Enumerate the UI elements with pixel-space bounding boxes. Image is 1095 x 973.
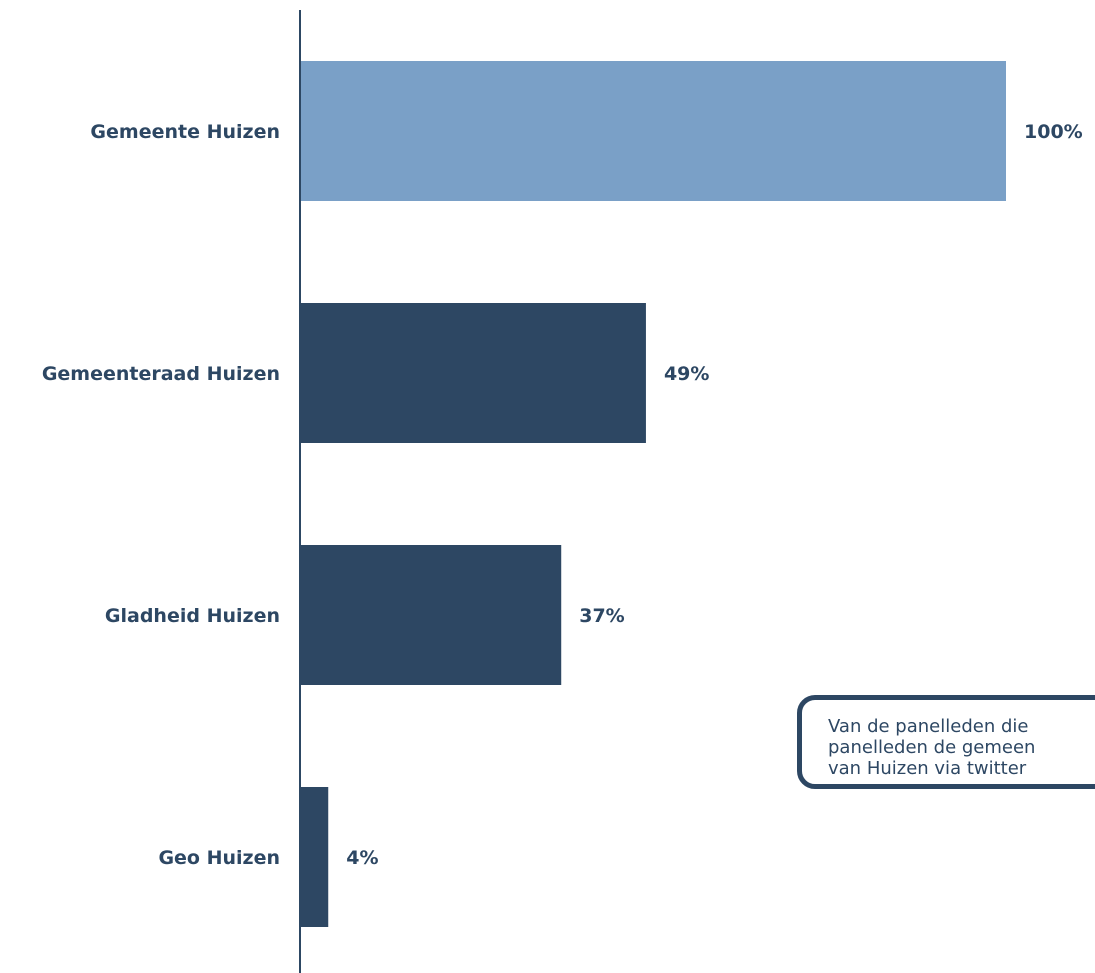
callout-line-2: panelleden de gemeen xyxy=(828,737,1036,758)
value-label-3: 4% xyxy=(346,847,378,869)
category-label-1: Gemeenteraad Huizen xyxy=(42,363,280,385)
category-label-2: Gladheid Huizen xyxy=(105,605,280,627)
bar-2 xyxy=(300,545,562,685)
value-label-0: 100% xyxy=(1024,121,1083,143)
bar-1 xyxy=(300,303,646,443)
annotation-callout: Van de panelleden die panelleden de geme… xyxy=(797,695,1095,789)
callout-line-1: Van de panelleden die xyxy=(828,716,1029,737)
callout-line-3: van Huizen via twitter xyxy=(828,758,1027,779)
value-label-1: 49% xyxy=(664,363,709,385)
bar-3 xyxy=(300,787,329,927)
bars-group: Gemeente Huizen 100% Gemeenteraad Huizen 49… xyxy=(42,61,1083,927)
bar-0 xyxy=(300,61,1006,201)
category-label-3: Geo Huizen xyxy=(158,847,280,869)
value-label-2: 37% xyxy=(579,605,624,627)
category-label-0: Gemeente Huizen xyxy=(90,121,280,143)
